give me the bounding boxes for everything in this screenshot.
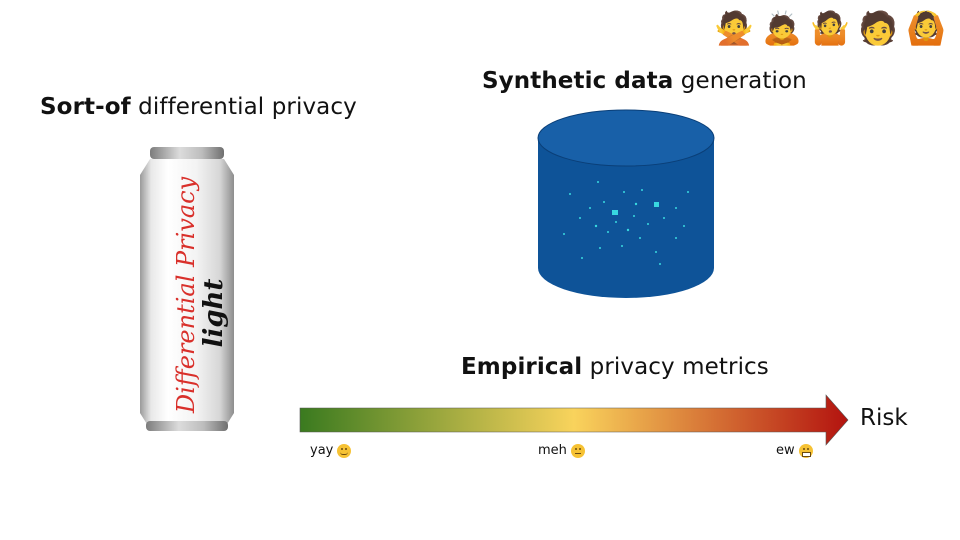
heading-dp-rest: differential privacy [130,94,357,120]
can-text-main: Differential Privacy [172,176,200,414]
scale-label-yay: yay [310,443,352,458]
person-bowing-icon: 🙇 [762,9,802,47]
soda-can-image: Differential Privacy light [140,147,234,431]
smiling-face-icon [337,443,352,458]
database-cylinder-icon [537,109,715,298]
scale-label-meh: meh [538,443,585,458]
heading-emp-rest: privacy metrics [582,354,769,380]
heading-synth-rest: generation [673,68,807,94]
person-gesturing-ok-icon: 🙆 [906,9,946,47]
scale-label-ew-text: ew [776,443,795,458]
can-text-light: light [199,279,229,348]
risk-scale-arrow [299,394,849,446]
scale-label-meh-text: meh [538,443,567,458]
heading-differential-privacy: Sort-of differential privacy [40,94,357,120]
emoji-row: 🙅 🙇 🤷 🧑 🙆 [714,8,946,48]
neutral-face-icon [570,443,585,458]
heading-dp-bold: Sort-of [40,94,131,120]
scale-label-yay-text: yay [310,443,334,458]
risk-label: Risk [860,405,908,431]
grimacing-face-icon [798,443,813,458]
data-points [563,181,689,265]
person-neutral-icon: 🧑 [858,9,898,47]
scale-label-ew: ew [776,443,813,458]
heading-emp-bold: Empirical [461,354,583,380]
person-shrugging-icon: 🤷 [810,9,850,47]
person-gesturing-no-icon: 🙅 [714,9,754,47]
heading-synth-bold: Synthetic data [482,68,674,94]
heading-empirical-metrics: Empirical privacy metrics [461,354,769,380]
heading-synthetic-data: Synthetic data generation [482,68,807,94]
